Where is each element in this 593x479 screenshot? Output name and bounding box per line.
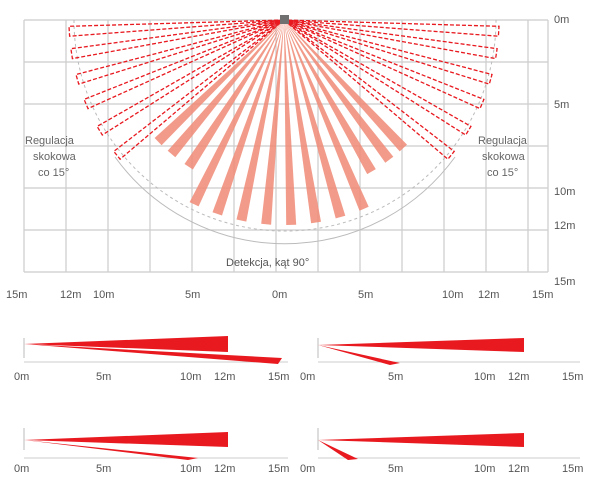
side-axis-label: 0m [300,371,315,383]
detection-beam [284,20,369,211]
bottom-axis: 15m 12m 10m 5m 0m 5m 10m 12m 15m [6,289,553,301]
right-note-line: co 15° [487,167,518,179]
detection-beam [212,20,284,216]
long-range-beam [283,19,472,136]
right-axis-label-15m: 15m [554,276,575,288]
detection-beam [184,20,284,170]
side-beam [318,345,400,365]
side-axis-label: 15m [268,463,289,475]
long-range-beam [68,19,285,37]
side-axis-label: 5m [96,371,111,383]
side-beam [318,338,524,352]
detection-beam [284,20,376,175]
detection-beam [167,20,284,158]
side-beam [24,336,228,352]
long-range-beam [283,19,493,85]
side-beam [318,440,358,460]
side-beam [24,440,198,460]
side-axis-label: 15m [562,463,583,475]
side-axis-label: 10m [474,371,495,383]
bottom-axis-label: 10m [442,289,463,301]
right-axis-label-0m: 0m [554,14,569,26]
detection-beam [284,20,346,219]
right-axis-label-10m: 10m [554,186,575,198]
side-axis-label: 10m [474,463,495,475]
detection-beam [236,20,284,222]
bottom-axis-label: 15m [532,289,553,301]
range-arcs [73,19,497,245]
side-beam [24,432,228,447]
long-range-beam [70,19,285,60]
detection-beam [284,20,407,152]
right-note-line: Regulacja [478,135,528,147]
detection-beam [261,20,284,225]
detection-beam [154,20,284,146]
long-range-beam [283,19,500,37]
side-axis-label: 10m [180,371,201,383]
left-note: Regulacja skokowa co 15° [25,135,77,179]
bottom-axis-label: 5m [185,289,200,301]
detection-beam [284,20,394,163]
bottom-axis-label: 0m [272,289,287,301]
side-view-panel: 0m 5m 10m 12m 15m [14,428,289,475]
side-axis-label: 10m [180,463,201,475]
side-axis-label: 12m [214,463,235,475]
long-range-beam [83,19,285,110]
side-axis-label: 5m [388,463,403,475]
right-axis-label-5m: 5m [554,99,569,111]
long-range-beam [75,19,285,85]
long-range-beam [96,19,285,136]
detection-beam [284,20,321,224]
left-note-line: Regulacja [25,135,75,147]
long-range-beam [283,19,456,161]
sensor-icon [280,15,289,24]
side-axis-label: 5m [96,463,111,475]
right-note: Regulacja skokowa co 15° [478,135,528,179]
long-range-beam [112,19,285,161]
right-note-line: skokowa [482,151,526,163]
bottom-axis-label: 12m [60,289,81,301]
side-view-panel: 0m 5m 10m 12m 15m [300,338,583,383]
bottom-axis-label: 15m [6,289,27,301]
side-beam [318,433,524,447]
side-axis-label: 0m [14,463,29,475]
side-beam [24,344,282,364]
top-view: 0m 5m 10m 12m 15m 15m 12m 10m 5m 0m 5m 1… [6,14,575,301]
long-range-beams [68,19,500,161]
detection-caption: Detekcja, kąt 90° [226,257,309,269]
side-view-panel: 0m 5m 10m 12m 15m [300,428,583,475]
side-axis-label: 12m [508,371,529,383]
side-axis-label: 15m [268,371,289,383]
side-axis-label: 0m [300,463,315,475]
detection-beam [189,20,284,207]
detection-beam [284,20,297,225]
bottom-axis-label: 12m [478,289,499,301]
left-note-line: co 15° [38,167,69,179]
long-range-beam [283,19,485,110]
detection-beams [154,20,407,225]
bottom-axis-label: 10m [93,289,114,301]
side-axis-label: 12m [214,371,235,383]
side-view-panel: 0m 5m 10m 12m 15m [14,336,289,383]
right-axis-label-12m: 12m [554,220,575,232]
bottom-axis-label: 5m [358,289,373,301]
side-axis-label: 0m [14,371,29,383]
side-axis-label: 12m [508,463,529,475]
side-axis-label: 5m [388,371,403,383]
left-note-line: skokowa [33,151,77,163]
side-axis-label: 15m [562,371,583,383]
long-range-beam [283,19,498,60]
